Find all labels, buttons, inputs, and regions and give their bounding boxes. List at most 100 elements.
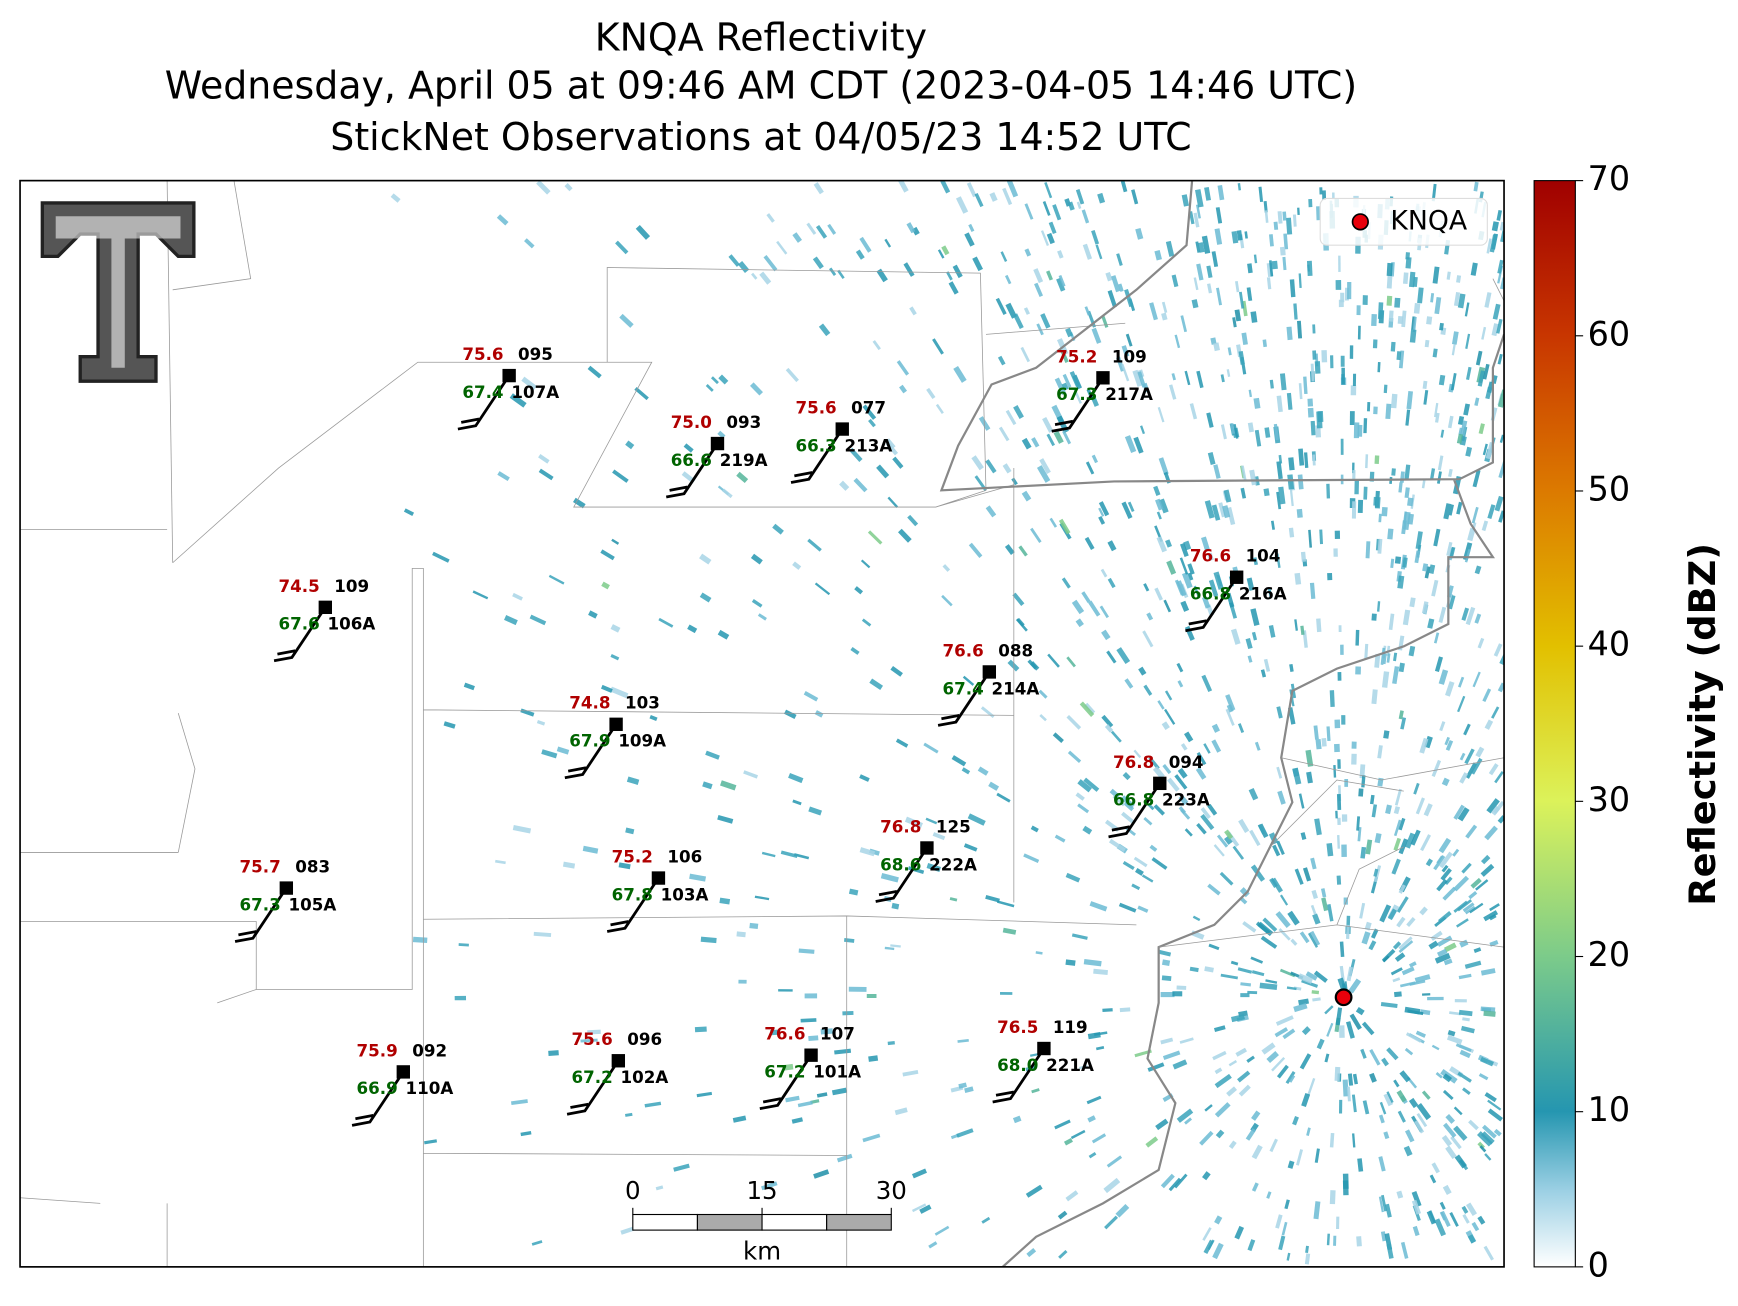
echo bbox=[1316, 206, 1321, 221]
echo bbox=[1124, 435, 1137, 454]
echo bbox=[1263, 200, 1268, 213]
echo bbox=[1349, 345, 1354, 359]
station: 76.5 119 68.0 221A bbox=[992, 1017, 1094, 1104]
echo bbox=[1179, 557, 1189, 575]
echo bbox=[868, 1055, 879, 1062]
echo bbox=[812, 256, 824, 270]
echo bbox=[1338, 255, 1341, 272]
echo bbox=[1338, 1099, 1343, 1114]
echo bbox=[1377, 538, 1383, 554]
echo bbox=[1067, 750, 1082, 763]
echo bbox=[1373, 406, 1378, 415]
echo bbox=[1174, 334, 1181, 349]
echo bbox=[995, 297, 1007, 315]
echo bbox=[1457, 415, 1465, 426]
station-id: 214A bbox=[992, 678, 1040, 698]
echo bbox=[1153, 485, 1161, 496]
echo bbox=[1491, 221, 1499, 232]
echo bbox=[1305, 1245, 1309, 1253]
echo bbox=[1215, 207, 1223, 224]
echo bbox=[1456, 275, 1462, 283]
echo bbox=[1002, 463, 1012, 474]
echo bbox=[1371, 804, 1378, 818]
station: 74.5 109 67.6 106A bbox=[273, 576, 375, 663]
temperature: 75.7 bbox=[240, 857, 281, 877]
echo bbox=[1340, 438, 1344, 455]
echo bbox=[1240, 487, 1247, 499]
echo bbox=[751, 272, 758, 280]
echo bbox=[1250, 311, 1258, 323]
echo bbox=[750, 553, 763, 565]
echo bbox=[985, 894, 1000, 903]
echo bbox=[1475, 746, 1485, 758]
echo bbox=[1119, 1007, 1131, 1013]
echo bbox=[1441, 1135, 1453, 1147]
echo bbox=[1116, 647, 1131, 665]
echo bbox=[1450, 373, 1457, 391]
echo bbox=[926, 862, 941, 873]
echo bbox=[1201, 674, 1213, 693]
echo bbox=[1404, 1047, 1414, 1056]
echo bbox=[839, 480, 850, 491]
echo bbox=[1176, 662, 1184, 673]
echo bbox=[1335, 810, 1338, 819]
echo bbox=[1470, 262, 1478, 276]
echo bbox=[1235, 1047, 1248, 1057]
echo bbox=[1282, 211, 1287, 221]
echo bbox=[1102, 1008, 1113, 1012]
dewpoint: 67.3 bbox=[1056, 384, 1097, 404]
echo bbox=[1386, 1243, 1394, 1259]
echo bbox=[1124, 289, 1134, 308]
echo bbox=[1352, 470, 1356, 481]
echo bbox=[732, 1115, 747, 1123]
echo bbox=[600, 549, 615, 561]
echo bbox=[1162, 1050, 1181, 1060]
echo bbox=[1202, 1171, 1211, 1181]
echo bbox=[1012, 592, 1025, 606]
echo bbox=[1247, 1239, 1256, 1252]
station-marker bbox=[651, 871, 666, 885]
echo bbox=[1207, 1239, 1215, 1250]
echo bbox=[1428, 564, 1436, 574]
echo bbox=[1107, 540, 1117, 552]
echo bbox=[1307, 398, 1314, 407]
echo bbox=[1426, 1210, 1437, 1225]
echo bbox=[749, 922, 759, 930]
echo bbox=[1307, 1077, 1316, 1096]
echo bbox=[1326, 1022, 1334, 1037]
echo bbox=[1386, 1047, 1399, 1061]
echo bbox=[1456, 501, 1463, 515]
echo bbox=[932, 338, 944, 355]
echo bbox=[1491, 323, 1499, 337]
echo bbox=[1206, 265, 1213, 279]
echo bbox=[538, 468, 554, 481]
echo bbox=[848, 986, 867, 992]
echo bbox=[816, 1092, 828, 1098]
echo bbox=[1487, 504, 1496, 520]
echo bbox=[868, 418, 876, 428]
echo bbox=[1371, 689, 1378, 705]
echo bbox=[1491, 805, 1501, 816]
echo bbox=[1107, 290, 1118, 308]
echo bbox=[1254, 741, 1261, 751]
echo bbox=[1140, 425, 1146, 435]
station: 75.6 096 67.2 102A bbox=[566, 1029, 668, 1116]
echo bbox=[463, 682, 475, 691]
echo bbox=[1174, 1173, 1188, 1189]
echo bbox=[1355, 666, 1362, 675]
echo bbox=[1193, 585, 1201, 599]
echo bbox=[1269, 379, 1274, 389]
echo bbox=[1306, 1127, 1311, 1136]
echo bbox=[609, 686, 629, 699]
echo bbox=[736, 471, 749, 484]
echo bbox=[634, 387, 649, 401]
echo bbox=[1477, 1131, 1493, 1147]
legend-label: KNQA bbox=[1390, 205, 1468, 236]
echo bbox=[967, 813, 986, 826]
echo bbox=[1020, 346, 1031, 363]
echo bbox=[702, 781, 713, 790]
wind-barb bbox=[566, 1059, 620, 1116]
echo bbox=[1461, 1205, 1469, 1214]
echo bbox=[1248, 389, 1253, 398]
echo bbox=[1279, 373, 1287, 391]
